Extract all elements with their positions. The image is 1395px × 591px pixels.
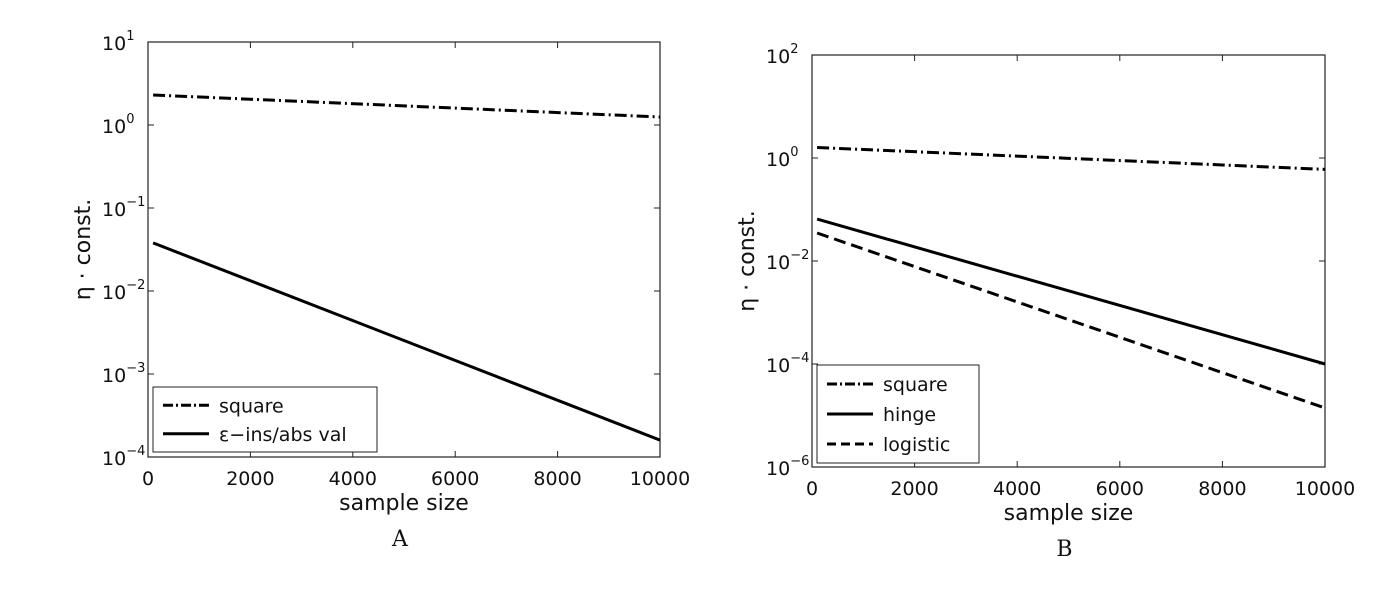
x-tick-label: 6000 (1096, 478, 1144, 500)
x-tick-label: 6000 (431, 468, 479, 490)
y-tick-label: 10−6 (766, 454, 809, 480)
panel-label: A (391, 527, 409, 552)
y-tick-label: 100 (102, 112, 134, 138)
x-tick-label: 0 (142, 468, 154, 490)
panel-label: B (1056, 537, 1072, 562)
legend-label: logistic (883, 434, 950, 456)
series-line-solid (816, 217, 1326, 366)
panel-a: 0 2000 4000 6000 8000 10000 10−4 10−3 10−2 10−1 10… (71, 29, 690, 552)
legend-box (152, 386, 378, 453)
x-axis-title: sample size (339, 491, 469, 516)
x-tick-label: 8000 (533, 468, 581, 490)
y-axis-title: η · const. (735, 210, 760, 312)
x-tick-label: 2000 (890, 478, 938, 500)
y-tick-label: 101 (102, 29, 134, 55)
y-tick-label: 10−4 (766, 351, 809, 377)
y-axis-title: η · const. (71, 199, 96, 301)
x-tick-label: 4000 (993, 478, 1041, 500)
series-line-dashdot (153, 93, 661, 119)
y-tick-label: 10−2 (766, 248, 809, 274)
x-tick-label: 8000 (1198, 478, 1246, 500)
x-tick-label: 4000 (329, 468, 377, 490)
legend-label: square (219, 395, 284, 417)
y-tick-label: 10−4 (102, 444, 145, 470)
y-tick-label: 10−1 (102, 195, 145, 221)
x-axis-title: sample size (1004, 501, 1134, 526)
y-tick-label: 100 (766, 145, 798, 171)
series-line-solid (152, 241, 661, 442)
y-tick-label: 102 (766, 42, 798, 68)
legend-label: ε−ins/abs val (219, 424, 347, 446)
x-tick-label: 2000 (226, 468, 274, 490)
plot-frame (147, 41, 661, 458)
series-line-dashdot (817, 146, 1326, 171)
panel-b: 0 2000 4000 6000 8000 10000 10−6 10−4 10−2 100 102… (735, 42, 1355, 562)
x-tick-label: 10000 (630, 468, 690, 490)
x-tick-label: 0 (806, 478, 818, 500)
legend: square ε−ins/abs val (152, 386, 378, 453)
legend: square hinge logistic (816, 364, 980, 464)
y-tick-label: 10−3 (102, 361, 145, 387)
legend-label: square (883, 374, 948, 396)
legend-label: hinge (883, 404, 936, 426)
y-tick-label: 10−2 (102, 278, 145, 304)
x-tick-label: 10000 (1295, 478, 1355, 500)
